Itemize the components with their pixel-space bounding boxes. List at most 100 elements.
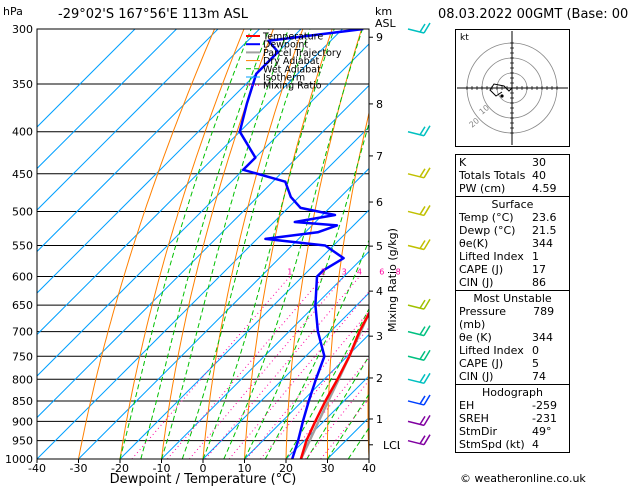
isotherm-line (37, 29, 302, 294)
wind-barb-feather (419, 415, 426, 425)
hodo-value: 4 (532, 438, 539, 451)
wind-barb-feather (419, 435, 426, 445)
pressure-tick-label: 700 (12, 326, 33, 339)
pressure-tick-label: 350 (12, 78, 33, 91)
wind-barb-feather (423, 325, 431, 336)
hodo-value: -231 (532, 412, 557, 425)
index-row: PW (cm) 4.59 (459, 182, 566, 195)
legend-label: Wet Adiabat (263, 64, 321, 75)
pressure-tick-label: 950 (12, 435, 33, 448)
isotherm-line (244, 333, 369, 459)
dry-adiabat-line (327, 110, 369, 459)
surface-row: θe(K) 344 (459, 237, 566, 250)
y-axis-label-asl: ASL (375, 17, 397, 30)
hodo-value: -259 (532, 399, 557, 412)
hodo-row: EH -259 (459, 399, 566, 412)
wind-barb-feather (423, 22, 431, 34)
pressure-tick-label: 1000 (5, 453, 33, 466)
hodo-row: StmDir 49° (459, 425, 566, 438)
surface-label: Dewp (°C) (459, 224, 516, 237)
wet-adiabat-line (244, 121, 369, 459)
index-row: Totals Totals 40 (459, 169, 566, 182)
surface-value: 344 (532, 237, 553, 250)
wind-barb-shaft (407, 420, 425, 427)
surface-row: CIN (J) 86 (459, 276, 566, 289)
isotherm-line (37, 29, 343, 336)
most-unstable-title: Most Unstable (473, 292, 552, 305)
legend-label: Isotherm (263, 73, 305, 84)
surface-box: Surface Temp (°C) 23.6 Dewp (°C) 21.5 θe(K) 3… (455, 197, 570, 291)
wind-barb-feather (419, 126, 426, 136)
wind-barb-feather (419, 395, 426, 405)
index-label: PW (cm) (459, 182, 506, 195)
x-tick-label: -10 (153, 462, 171, 475)
unstable-value: 74 (532, 370, 546, 383)
hodograph-unit-label: kt (460, 33, 469, 43)
unstable-value: 5 (532, 357, 539, 370)
mixing-ratio-line (228, 290, 369, 459)
skew-t-diagram: hPa km ASL Dewpoint / Temperature (°C) M… (3, 5, 400, 486)
lcl-label: LCL (383, 439, 400, 452)
mixing-ratio-line (205, 276, 360, 459)
wind-barb-feather (423, 205, 431, 216)
index-label: Totals Totals (459, 169, 526, 182)
surface-value: 86 (532, 276, 546, 289)
surface-row: Dewp (°C) 21.5 (459, 224, 566, 237)
unstable-label: θe (K) (459, 331, 492, 344)
isotherm-line (37, 29, 136, 128)
dry-adiabat-line (78, 29, 215, 459)
wind-barb-feather (423, 298, 431, 310)
isotherm-line (37, 84, 369, 419)
index-value: 4.59 (532, 182, 557, 195)
legend-label: Parcel Trajectory (263, 48, 342, 59)
pressure-tick-label: 550 (12, 239, 33, 252)
x-tick-label: -40 (28, 462, 46, 475)
dry-adiabat-line (161, 29, 274, 459)
wind-barb-feather (419, 23, 426, 33)
x-tick-label: -30 (70, 462, 88, 475)
unstable-label: Pressure (mb) (459, 305, 506, 331)
pressure-tick-label: 650 (12, 299, 33, 312)
wind-barb-feather (419, 206, 426, 215)
km-tick-label: 1 (376, 413, 383, 426)
legend-label: Mixing Ratio (263, 81, 322, 92)
wind-barb-feather (423, 434, 431, 446)
y-axis-label-km: km (375, 5, 392, 18)
pressure-tick-label: 900 (12, 415, 33, 428)
mixing-ratio-line (131, 276, 291, 459)
km-tick-label: 8 (376, 98, 383, 111)
mixing-ratio-label: 8 (396, 268, 400, 277)
wind-barb-feather (419, 240, 426, 249)
unstable-value: 0 (532, 344, 539, 357)
unstable-value: 344 (532, 331, 553, 344)
surface-row: Temp (°C) 23.6 (459, 211, 566, 224)
index-value: 30 (532, 156, 546, 169)
wet-adiabat-line (181, 29, 311, 459)
wind-barb-feather (423, 167, 431, 179)
hodo-label: StmDir (459, 425, 498, 438)
wind-barb-shaft (407, 400, 425, 406)
hodo-label: StmSpd (kt) (459, 438, 525, 451)
x-tick-label: -20 (111, 462, 129, 475)
hodo-row: SREH -231 (459, 412, 566, 425)
km-tick-label: 7 (376, 150, 383, 163)
isotherm-line (37, 29, 260, 253)
dry-adiabat-line (119, 29, 245, 459)
parcel-trajectory-line (299, 310, 369, 459)
surface-label: Lifted Index (459, 250, 524, 263)
wind-barb-feather (423, 372, 431, 384)
wind-barb-feather (423, 349, 431, 361)
pressure-tick-label: 300 (12, 23, 33, 36)
mixing-ratio-label: 6 (379, 268, 384, 277)
wind-barb-feather (423, 414, 431, 426)
wind-barb-shaft (407, 355, 425, 361)
dry-adiabat-line (285, 29, 363, 459)
x-tick-label: 0 (200, 462, 207, 475)
wind-barb-feather (419, 373, 426, 383)
pressure-tick-label: 800 (12, 373, 33, 386)
wind-barb-feather (423, 394, 431, 406)
wind-barb-feather (423, 239, 431, 250)
mixing-ratio-label: 3 (342, 268, 347, 277)
